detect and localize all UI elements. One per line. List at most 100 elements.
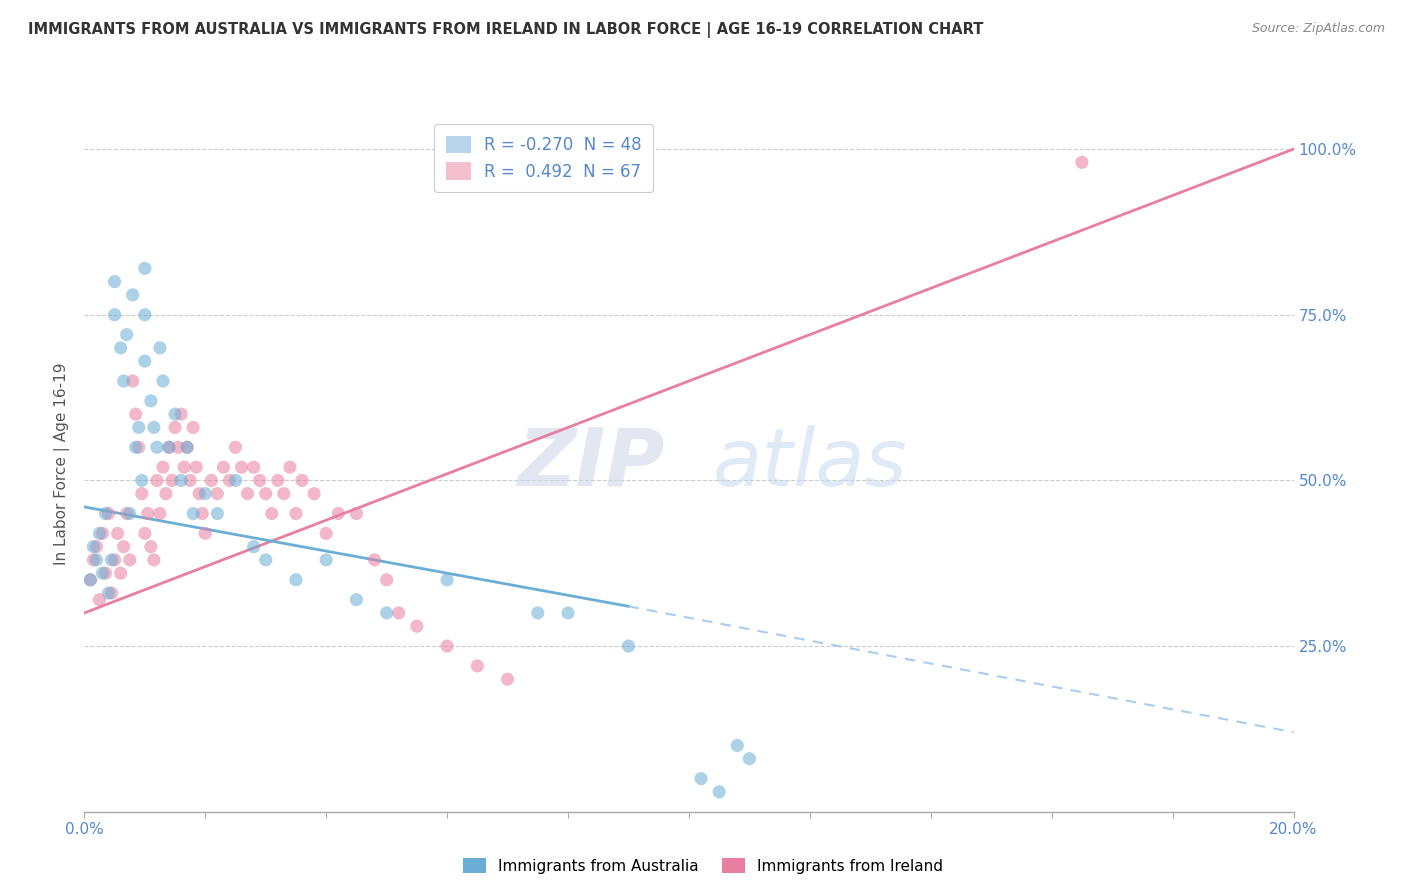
Point [709,785,731,799]
Point [302,486,325,500]
Point [89,592,111,607]
Point [242,460,264,475]
Point [94,566,117,581]
Point [112,374,135,388]
Point [725,739,748,753]
Point [97,586,120,600]
Point [194,486,217,500]
Point [267,474,290,488]
Point [186,460,208,475]
Point [86,540,108,554]
Point [173,460,195,475]
Point [142,553,165,567]
Point [118,553,141,567]
Point [118,507,141,521]
Point [231,460,253,475]
Point [260,507,283,521]
Point [273,486,295,500]
Point [285,573,308,587]
Legend: Immigrants from Australia, Immigrants from Ireland: Immigrants from Australia, Immigrants fr… [457,852,949,880]
Point [188,486,211,500]
Y-axis label: In Labor Force | Age 16-19: In Labor Force | Age 16-19 [55,362,70,566]
Point [212,460,235,475]
Point [236,486,259,500]
Point [146,474,169,488]
Point [249,474,271,488]
Point [160,474,183,488]
Point [194,526,217,541]
Point [179,474,201,488]
Point [527,606,550,620]
Point [110,566,132,581]
Point [155,486,177,500]
Text: ZIP: ZIP [517,425,665,503]
Point [207,507,229,521]
Point [207,486,229,500]
Point [375,606,398,620]
Point [285,507,308,521]
Point [146,440,169,454]
Point [149,507,172,521]
Point [254,553,277,567]
Point [165,420,187,434]
Point [165,407,187,421]
Point [157,440,180,454]
Point [200,474,222,488]
Point [167,440,190,454]
Point [225,440,247,454]
Point [125,407,148,421]
Point [139,540,162,554]
Text: Source: ZipAtlas.com: Source: ZipAtlas.com [1251,22,1385,36]
Point [100,586,122,600]
Point [406,619,429,633]
Point [176,440,198,454]
Point [181,507,204,521]
Point [128,420,150,434]
Point [328,507,350,521]
Point [225,474,247,488]
Point [82,540,104,554]
Point [89,526,111,541]
Point [254,486,277,500]
Text: IMMIGRANTS FROM AUSTRALIA VS IMMIGRANTS FROM IRELAND IN LABOR FORCE | AGE 16-19 : IMMIGRANTS FROM AUSTRALIA VS IMMIGRANTS … [28,22,983,38]
Point [278,460,301,475]
Point [121,374,143,388]
Point [170,407,193,421]
Point [115,327,138,342]
Point [94,507,117,521]
Point [218,474,240,488]
Point [149,341,172,355]
Point [97,507,120,521]
Point [115,507,138,521]
Point [136,507,159,521]
Point [91,526,114,541]
Point [134,526,156,541]
Point [315,526,337,541]
Point [375,573,398,587]
Point [346,507,368,521]
Point [91,566,114,581]
Point [112,540,135,554]
Point [107,526,129,541]
Point [79,573,101,587]
Point [496,672,519,686]
Point [363,553,385,567]
Point [104,275,127,289]
Point [436,573,458,587]
Point [110,341,132,355]
Point [134,308,156,322]
Point [291,474,314,488]
Point [134,354,156,368]
Point [79,573,101,587]
Point [104,308,127,322]
Point [738,752,761,766]
Point [157,440,180,454]
Point [315,553,337,567]
Text: atlas: atlas [713,425,908,503]
Point [690,772,713,786]
Point [170,474,193,488]
Point [131,486,153,500]
Legend: R = -0.270  N = 48, R =  0.492  N = 67: R = -0.270 N = 48, R = 0.492 N = 67 [434,124,654,193]
Point [176,440,198,454]
Point [181,420,204,434]
